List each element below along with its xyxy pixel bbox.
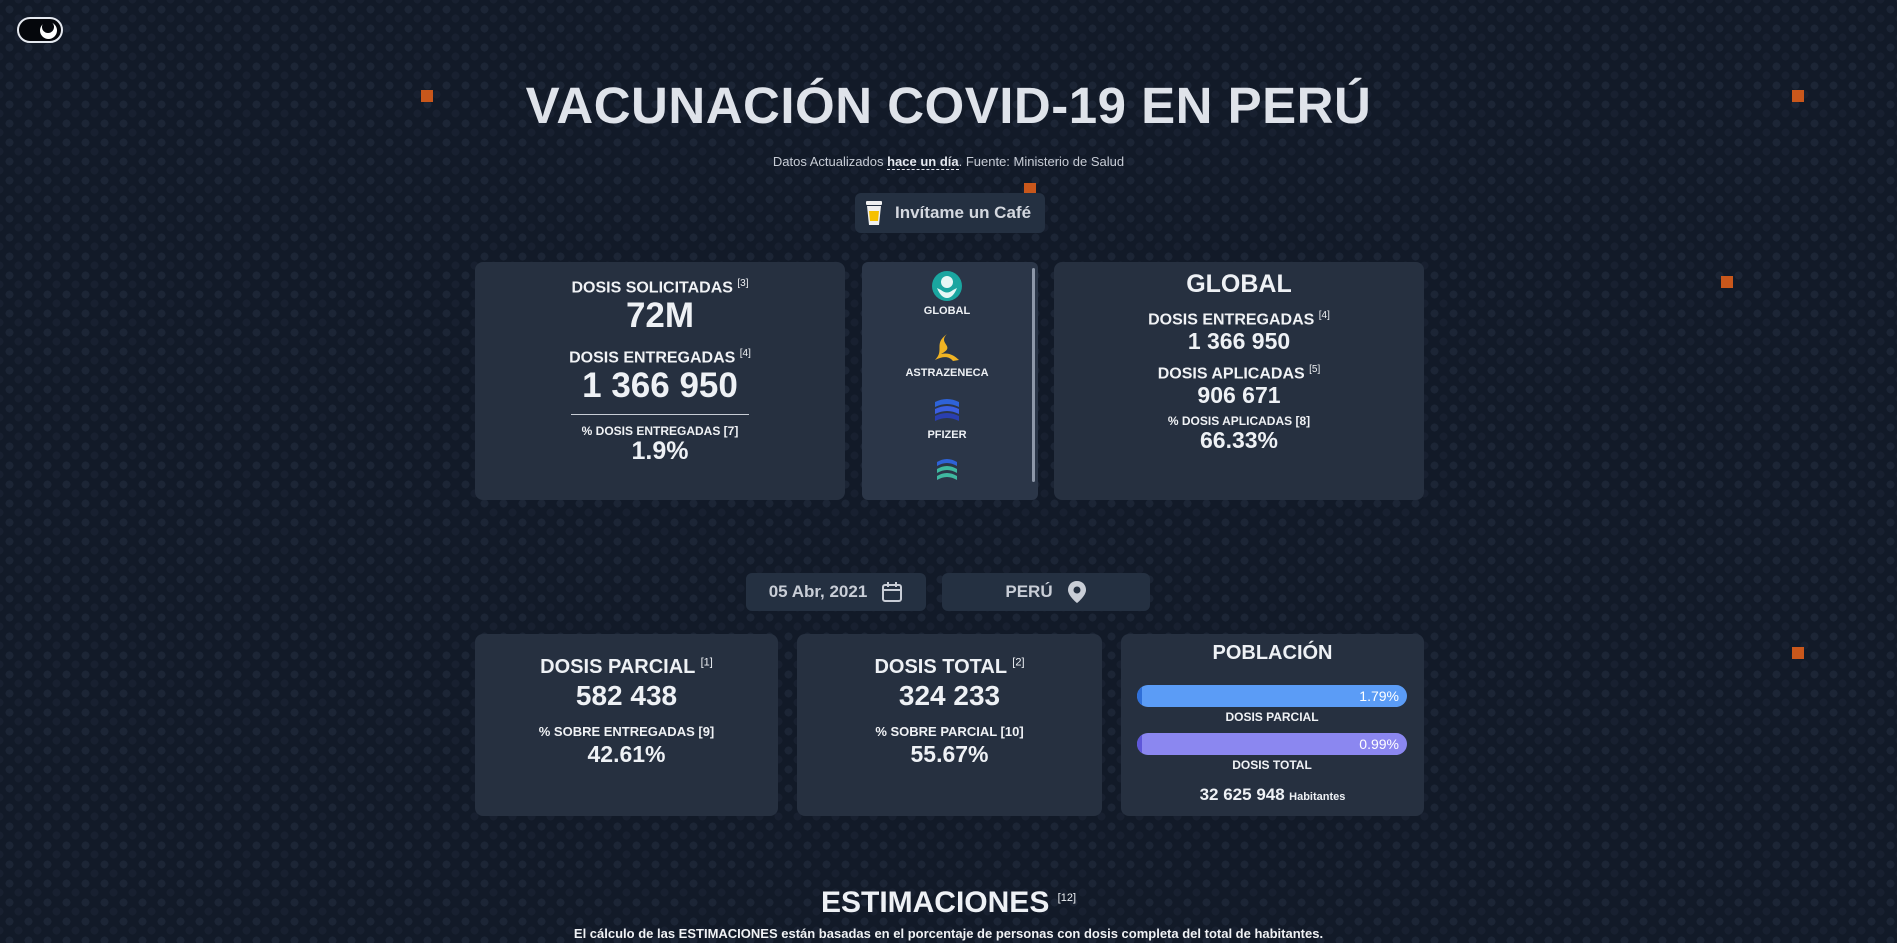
date-value: 05 Abr, 2021	[768, 582, 868, 601]
poblacion-title: POBLACIÓN	[1212, 642, 1333, 664]
vaccine-list-scrollbar[interactable]	[1032, 268, 1035, 482]
update-prefix: Datos Actualizados	[772, 154, 888, 169]
map-pin-icon	[1067, 581, 1086, 603]
habitantes-line: 32 625 948 Habitantes	[1121, 785, 1424, 805]
poblacion-card: POBLACIÓN	[1121, 634, 1424, 816]
vaccine-name: ASTRAZENECA	[905, 367, 989, 379]
decorative-square	[1024, 183, 1036, 195]
dosis-parcial-card: DOSIS PARCIAL [1] 582 438 % SOBRE ENTREG…	[475, 634, 778, 816]
update-source: . Fuente: Ministerio de Salud	[958, 154, 1125, 169]
global-aplicadas-value: 906 671	[1197, 381, 1281, 408]
dosis-total-card: DOSIS TOTAL [2] 324 233 % SOBRE PARCIAL …	[797, 634, 1102, 816]
vaccine-item-pfizer[interactable]: PFIZER	[862, 394, 1032, 441]
calendar-icon	[882, 582, 903, 602]
global-pct-value: 66.33%	[1199, 427, 1278, 454]
vaccine-item-global[interactable]: GLOBAL	[862, 270, 1032, 317]
global-card: GLOBAL DOSIS ENTREGADAS [4] 1 366 950 DO…	[1054, 262, 1424, 500]
entregadas-label: DOSIS ENTREGADAS [4]	[569, 347, 751, 367]
estimaciones-note: El cálculo de las ESTIMACIONES están bas…	[573, 926, 1324, 941]
decorative-square	[1792, 647, 1804, 659]
dark-mode-toggle[interactable]	[17, 17, 63, 43]
decorative-square	[1792, 90, 1804, 102]
parcial-progress-caption: DOSIS PARCIAL	[1225, 710, 1319, 724]
total-label: DOSIS TOTAL [2]	[874, 656, 1025, 678]
total-pct-value: 55.67%	[910, 740, 989, 767]
global-card-title: GLOBAL	[1186, 270, 1292, 298]
vaccine-item-astrazeneca[interactable]: ASTRAZENECA	[862, 332, 1032, 379]
doses-summary-card: DOSIS SOLICITADAS [3] 72M DOSIS ENTREGAD…	[475, 262, 845, 500]
decorative-square	[421, 90, 433, 102]
buy-me-coffee-button[interactable]: Invítame un Café	[855, 193, 1045, 233]
parcial-progress-bar: 1.79%	[1137, 685, 1407, 707]
global-entregadas-value: 1 366 950	[1187, 328, 1291, 355]
sinopharm-logo-icon	[937, 459, 957, 480]
date-picker[interactable]: 05 Abr, 2021	[746, 573, 926, 611]
hands-globe-icon	[932, 271, 962, 301]
vaccine-name: PFIZER	[927, 429, 967, 441]
location-picker[interactable]: PERÚ	[942, 573, 1150, 611]
habitantes-label: Habitantes	[1289, 791, 1346, 803]
estimaciones-title: ESTIMACIONES [12]	[820, 886, 1077, 919]
location-value: PERÚ	[1005, 582, 1053, 601]
global-aplicadas-label: DOSIS APLICADAS [5]	[1157, 363, 1321, 382]
page-title: VACUNACIÓN COVID-19 EN PERÚ	[525, 77, 1372, 134]
total-value: 324 233	[898, 680, 1001, 711]
solicitadas-value: 72M	[625, 296, 695, 336]
moon-icon	[40, 21, 57, 39]
decorative-square	[1721, 276, 1733, 288]
parcial-value: 582 438	[575, 680, 678, 711]
pct-entregadas-value: 1.9%	[631, 436, 689, 465]
parcial-pct-value: 42.61%	[587, 740, 666, 767]
habitantes-value: 32 625 948	[1199, 785, 1285, 804]
total-progress-fill	[1137, 733, 1143, 755]
parcial-progress-pct: 1.79%	[1359, 688, 1399, 704]
total-progress-bar: 0.99%	[1137, 733, 1407, 755]
parcial-label: DOSIS PARCIAL [1]	[540, 656, 713, 678]
parcial-pct-label: % SOBRE ENTREGADAS [9]	[538, 723, 715, 739]
total-pct-label: % SOBRE PARCIAL [10]	[875, 723, 1024, 739]
update-info: Datos Actualizados hace un día. Fuente: …	[0, 154, 1897, 170]
global-entregadas-label: DOSIS ENTREGADAS [4]	[1148, 310, 1330, 329]
entregadas-value: 1 366 950	[582, 366, 738, 406]
solicitadas-label: DOSIS SOLICITADAS [3]	[571, 278, 749, 297]
vaccine-item-sinopharm[interactable]	[862, 456, 1032, 488]
vaccine-list[interactable]: GLOBAL ASTRAZENECA PFIZER	[862, 262, 1038, 500]
divider	[571, 413, 749, 415]
coffee-label: Invítame un Café	[895, 203, 1032, 222]
pfizer-logo-icon	[935, 399, 959, 421]
vaccine-name: GLOBAL	[923, 305, 971, 317]
astrazeneca-logo-icon	[935, 334, 959, 361]
global-pct-label: % DOSIS APLICADAS [8]	[1167, 414, 1311, 429]
pct-entregadas-label: % DOSIS ENTREGADAS [7]	[581, 423, 739, 438]
coffee-cup-icon	[866, 201, 882, 225]
total-progress-pct: 0.99%	[1359, 736, 1399, 752]
update-relative-time: hace un día	[887, 154, 959, 170]
total-progress-caption: DOSIS TOTAL	[1232, 758, 1312, 772]
parcial-progress-fill	[1137, 685, 1143, 707]
